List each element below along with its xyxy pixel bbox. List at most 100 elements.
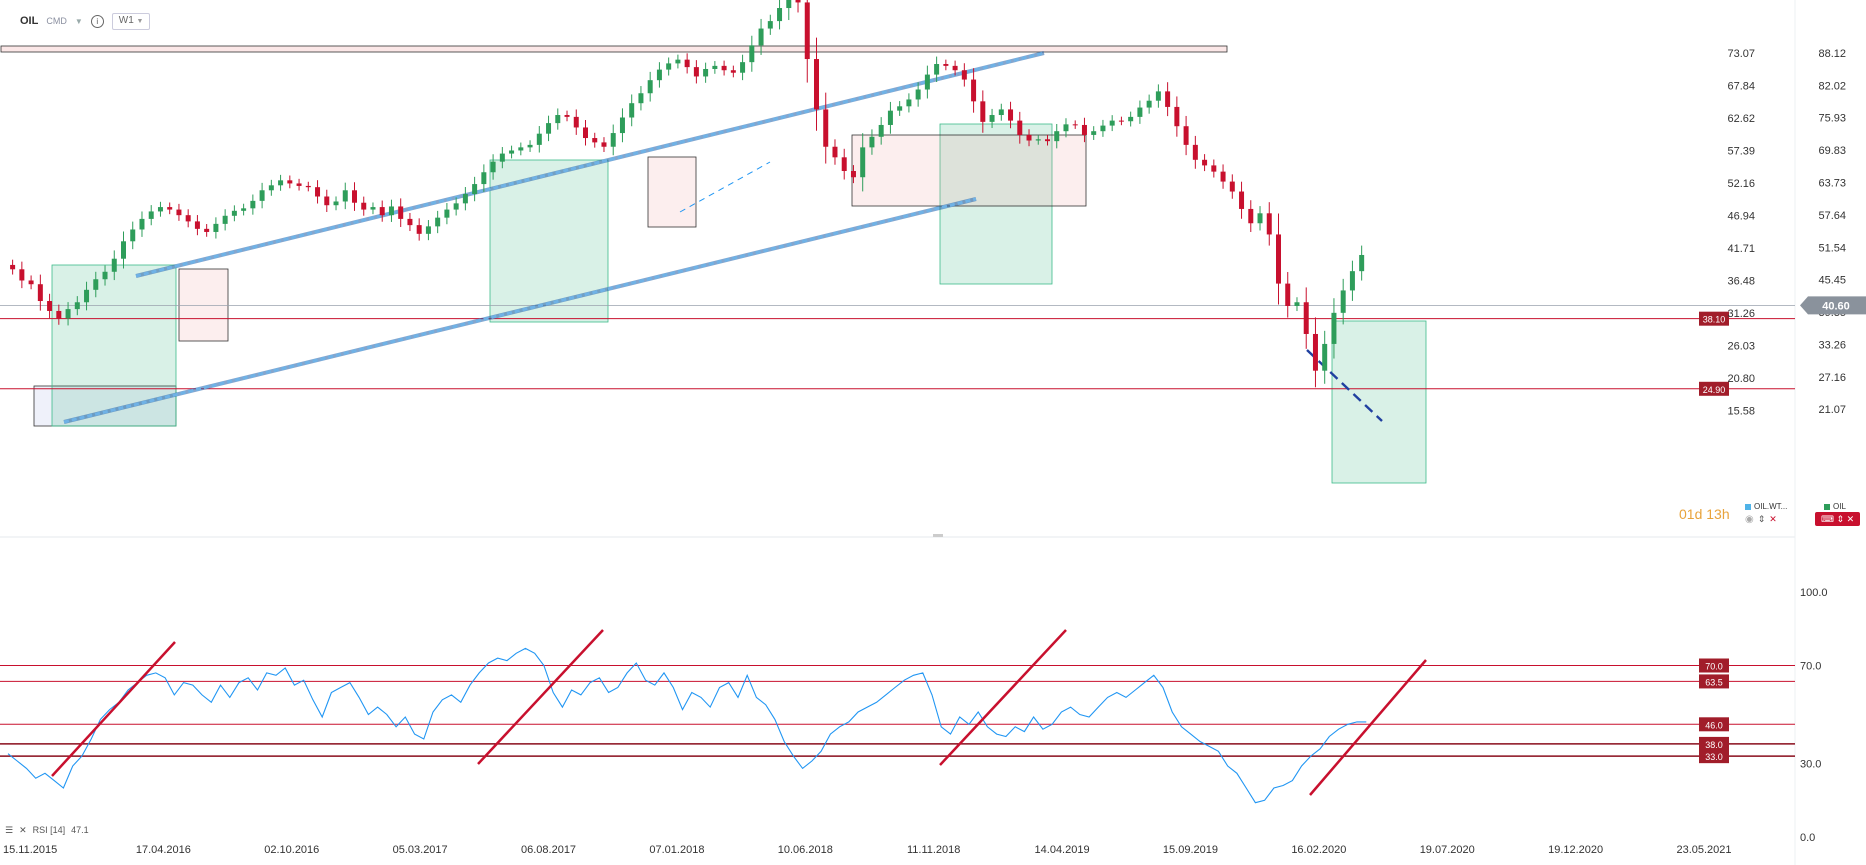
candle-body	[758, 28, 764, 46]
reorder-icon[interactable]: ⇕	[1836, 514, 1845, 524]
candle-body	[444, 209, 450, 218]
candle-body	[1285, 283, 1291, 306]
rsi-trend-line	[51, 641, 176, 777]
legend-controls-oil: ⌨ ⇕ ✕	[1815, 512, 1861, 526]
candle-body	[111, 258, 117, 272]
rsi-level-badge	[1699, 674, 1729, 689]
candle-body	[629, 103, 635, 118]
bar-style-icon[interactable]: ⌨	[1821, 514, 1834, 524]
y-left-tick-label: 52.16	[1727, 178, 1755, 190]
symbol-label[interactable]: OIL	[20, 15, 39, 27]
candle-body	[777, 8, 783, 22]
y-right-tick-label: 75.93	[1818, 113, 1846, 125]
current-price-badge	[1800, 296, 1866, 315]
candle-body	[924, 74, 930, 90]
reorder-icon[interactable]: ⇕	[1757, 513, 1766, 524]
candle-body	[1008, 109, 1014, 121]
candle-body	[952, 65, 958, 71]
candle-body	[527, 144, 533, 148]
candle-body	[93, 279, 99, 290]
candle-body	[1128, 116, 1134, 122]
candle-body	[897, 106, 903, 111]
chart-toolbar: OIL CMD ▼ i W1 ▼	[20, 12, 151, 30]
legend-oil-actions[interactable]: ⌨ ⇕ ✕	[1815, 512, 1861, 526]
candle-body	[1322, 343, 1328, 371]
candle-body	[1165, 91, 1171, 107]
rsi-level-label: 38.0	[1705, 740, 1723, 750]
candle-body	[647, 80, 653, 94]
lower-trend-line	[63, 197, 977, 424]
upper-trend-line	[135, 51, 1045, 278]
y-right-tick-label: 88.12	[1818, 48, 1846, 60]
candle-body	[56, 310, 62, 319]
countdown-hours: 13	[1706, 506, 1722, 522]
green-zone-4	[1331, 320, 1427, 484]
candle-body	[749, 45, 755, 63]
legend-swatch-oil	[1824, 503, 1830, 510]
instrument-type: CMD	[46, 16, 67, 26]
x-tick-label: 17.04.2016	[136, 844, 191, 856]
candle-body	[84, 289, 90, 303]
close-icon[interactable]: ✕	[1846, 514, 1855, 524]
legend-item-oil-wti[interactable]: OIL.WT...	[1745, 502, 1787, 511]
rsi-y-tick-label: 30.0	[1800, 759, 1821, 771]
x-tick-label: 19.12.2020	[1548, 844, 1603, 856]
x-tick-label: 05.03.2017	[393, 844, 448, 856]
rsi-series-line	[7, 647, 1367, 804]
menu-icon[interactable]: ☰	[5, 825, 14, 835]
rsi-level-badge	[1699, 736, 1729, 751]
eye-icon[interactable]: ◉	[1745, 513, 1754, 525]
candle-body	[1091, 131, 1097, 135]
candle-body	[148, 211, 154, 219]
legend-item-oil[interactable]: OIL	[1824, 502, 1846, 511]
candle-body	[887, 110, 893, 125]
legend-label-oil: OIL	[1833, 502, 1846, 511]
candle-body	[481, 172, 487, 185]
candle-body	[157, 207, 163, 212]
candle-body	[971, 79, 977, 102]
x-tick-label: 06.08.2017	[521, 844, 576, 856]
candle-body	[1063, 124, 1069, 132]
candle-body	[315, 187, 321, 197]
candle-body	[684, 59, 690, 68]
y-right-tick-label: 21.07	[1818, 404, 1846, 416]
candle-body	[980, 101, 986, 122]
y-right-tick-label: 69.83	[1818, 145, 1846, 157]
close-icon[interactable]: ✕	[1769, 513, 1777, 524]
candle-body	[583, 127, 588, 139]
candle-body	[786, 0, 792, 9]
candle-body	[666, 63, 672, 70]
legend-label-oil-wti: OIL.WT...	[1754, 502, 1788, 511]
candle-body	[1276, 234, 1281, 284]
candle-body	[37, 284, 43, 302]
rsi-level-label: 46.0	[1705, 720, 1723, 730]
candle-body	[841, 157, 847, 172]
x-tick-label: 07.01.2018	[649, 844, 704, 856]
candle-body	[416, 225, 422, 234]
chevron-down-icon[interactable]: ▼	[74, 16, 83, 26]
candle-body	[342, 190, 348, 202]
candle-body	[185, 215, 191, 222]
candle-body	[1174, 106, 1180, 127]
timeframe-select[interactable]: W1 ▼	[111, 12, 151, 30]
candle-body	[388, 206, 394, 216]
price-level-badge	[1699, 311, 1729, 326]
y-right-tick-label: 33.26	[1818, 339, 1846, 351]
candle-body	[934, 64, 940, 75]
candle-body	[130, 229, 136, 242]
candle-body	[1202, 159, 1208, 166]
candle-body	[425, 226, 431, 234]
close-icon[interactable]: ✕	[19, 825, 27, 835]
x-tick-label: 14.04.2019	[1035, 844, 1090, 856]
candle-body	[915, 89, 921, 100]
candle-body	[989, 115, 995, 122]
price-level-label: 24.90	[1703, 385, 1726, 395]
candle-body	[1137, 107, 1143, 117]
rsi-value: 47.1	[71, 825, 89, 835]
candle-body	[176, 209, 182, 216]
candle-body	[1229, 181, 1235, 192]
info-icon[interactable]: i	[90, 14, 104, 28]
candle-body	[509, 150, 515, 154]
candle-body	[1239, 191, 1245, 209]
